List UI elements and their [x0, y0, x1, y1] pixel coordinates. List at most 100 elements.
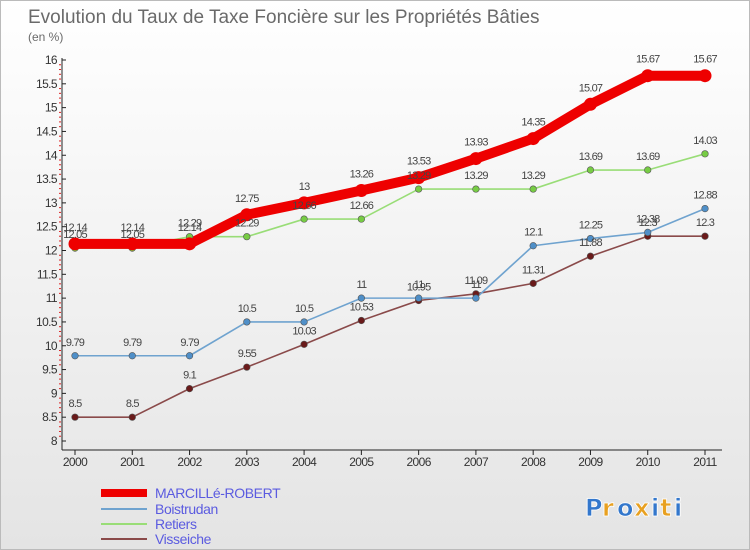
- y-minor-tick: [59, 183, 61, 185]
- logo-letter: o: [617, 494, 634, 522]
- x-tick-label: 2000: [63, 455, 88, 469]
- y-minor-tick: [59, 240, 61, 242]
- y-tick-label: 11.5: [37, 267, 58, 281]
- series-line-3: [74, 235, 706, 418]
- y-minor-tick: [59, 135, 61, 137]
- series-point-1: [243, 318, 251, 326]
- y-minor-tick: [59, 411, 61, 413]
- y-minor-tick: [59, 145, 61, 147]
- y-minor-tick: [59, 121, 61, 123]
- y-minor-tick: [59, 421, 61, 423]
- y-minor-tick: [59, 373, 61, 375]
- data-label-3: 8.5: [69, 398, 83, 410]
- data-label-0: 13.93: [464, 137, 488, 149]
- x-tick-label: 2005: [349, 455, 374, 469]
- y-minor-tick: [59, 292, 61, 294]
- series-point-3: [71, 413, 79, 421]
- series-point-2: [472, 185, 480, 193]
- y-minor-tick: [59, 402, 61, 404]
- data-label-3: 9.55: [238, 348, 257, 360]
- y-tick-label: 16: [45, 53, 58, 67]
- data-label-0: 15.07: [579, 82, 603, 94]
- series-point-1: [529, 242, 537, 250]
- data-label-0: 15.67: [636, 54, 660, 66]
- series-point-0: [526, 132, 540, 146]
- y-minor-tick: [59, 316, 61, 318]
- y-minor-tick: [59, 335, 61, 337]
- data-label-0: 12.14: [63, 222, 87, 234]
- x-tick-label: 2006: [406, 455, 431, 469]
- x-tick-label: 2004: [292, 455, 317, 469]
- y-tick-label: 10.5: [36, 315, 58, 329]
- data-label-1: 11: [414, 279, 425, 291]
- data-label-2: 12.29: [235, 218, 259, 230]
- series-point-3: [185, 385, 194, 393]
- data-label-2: 13.29: [464, 170, 488, 182]
- logo-letter: P: [585, 494, 603, 522]
- legend-label-0: MARCILLé-ROBERT: [155, 485, 281, 501]
- y-tick-label: 14: [45, 148, 58, 162]
- y-minor-tick: [59, 140, 61, 142]
- legend-label-3: Visseiche: [155, 531, 212, 547]
- data-label-2: 13.29: [407, 170, 431, 182]
- y-minor-tick: [59, 378, 61, 380]
- series-point-3: [300, 340, 308, 348]
- y-minor-tick: [59, 111, 61, 113]
- y-minor-tick: [59, 245, 61, 247]
- data-label-2: 14.03: [693, 135, 717, 147]
- series-lines: [70, 70, 710, 418]
- series-point-3: [529, 279, 537, 287]
- x-tick-label: 2003: [235, 455, 260, 469]
- series-point-0: [641, 69, 655, 83]
- data-label-0: 13: [299, 181, 310, 193]
- series-point-0: [297, 196, 311, 210]
- data-label-3: 12.3: [639, 217, 658, 229]
- data-label-2: 12.66: [292, 200, 316, 212]
- series-point-2: [701, 150, 709, 158]
- data-label-1: 11: [356, 279, 367, 291]
- y-minor-tick: [59, 435, 61, 437]
- series-point-0: [412, 171, 426, 185]
- series-point-2: [357, 215, 365, 223]
- x-tick-label: 2002: [177, 455, 202, 469]
- series-line-2: [74, 153, 706, 249]
- y-minor-tick: [59, 326, 61, 328]
- y-minor-tick: [59, 149, 61, 151]
- x-tick-label: 2008: [521, 455, 546, 469]
- logo-letter: x: [634, 494, 650, 522]
- data-label-2: 12.05: [121, 229, 145, 241]
- y-minor-tick: [59, 192, 61, 194]
- y-minor-tick: [59, 235, 61, 237]
- series-point-0: [698, 69, 712, 83]
- y-tick-label: 8: [51, 434, 58, 448]
- series-point-1: [472, 294, 480, 302]
- data-label-3: 11.09: [465, 275, 488, 287]
- y-minor-tick: [59, 164, 61, 166]
- series-point-1: [701, 204, 709, 213]
- data-label-1: 12.1: [524, 227, 543, 239]
- y-tick-label: 15: [45, 101, 58, 115]
- x-tick-label: 2011: [693, 455, 717, 469]
- y-tick-label: 13.5: [36, 172, 58, 186]
- y-minor-tick: [59, 350, 61, 352]
- y-minor-tick: [59, 64, 61, 66]
- x-tick-label: 2001: [120, 455, 145, 469]
- series-point-1: [300, 318, 308, 326]
- data-label-3: 10.03: [292, 325, 316, 337]
- data-label-3: 8.5: [126, 398, 140, 410]
- series-point-2: [415, 185, 423, 193]
- data-label-0: 12.14: [121, 222, 145, 234]
- series-point-1: [185, 352, 194, 360]
- series-point-1: [128, 352, 136, 360]
- series-point-3: [701, 232, 709, 240]
- series-point-0: [354, 183, 368, 197]
- y-minor-tick: [59, 216, 61, 218]
- series-point-0: [125, 237, 139, 251]
- y-minor-tick: [59, 307, 61, 309]
- data-label-2: 13.29: [521, 170, 545, 182]
- y-minor-tick: [59, 264, 61, 266]
- data-label-1: 9.79: [66, 337, 85, 349]
- y-minor-tick: [59, 159, 61, 161]
- data-label-1: 11: [471, 279, 482, 291]
- series-point-3: [357, 316, 365, 325]
